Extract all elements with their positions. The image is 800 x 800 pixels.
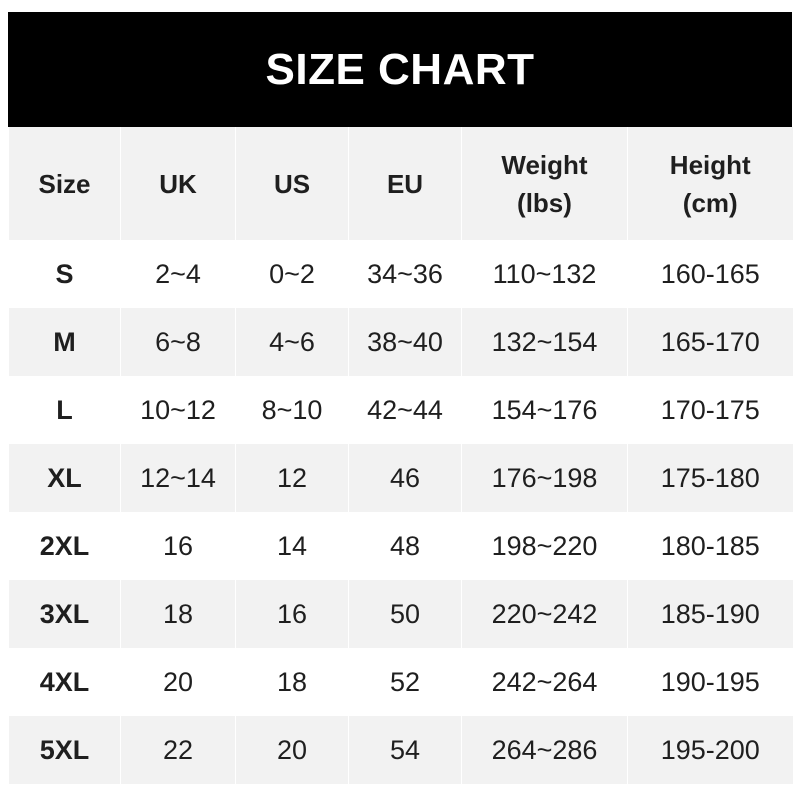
table-cell: 18 [235, 648, 349, 716]
column-header: Weight (lbs) [461, 127, 628, 240]
table-cell: 48 [348, 512, 462, 580]
column-header: Size [8, 127, 121, 240]
table-cell: 16 [235, 580, 349, 648]
table-cell: 46 [348, 444, 462, 512]
size-cell: 2XL [8, 512, 121, 580]
table-cell: 4~6 [235, 308, 349, 376]
size-chart-title: SIZE CHART [8, 12, 792, 127]
table-cell: 20 [120, 648, 236, 716]
table-row: 4XL 20 18 52 242~264 190-195 [8, 648, 793, 716]
column-header: Height (cm) [627, 127, 793, 240]
table-cell: 6~8 [120, 308, 236, 376]
table-cell: 12 [235, 444, 349, 512]
table-cell: 42~44 [348, 376, 462, 444]
table-cell: 0~2 [235, 240, 349, 308]
table-cell: 170-175 [627, 376, 793, 444]
table-header-row: Size UK US EU Weight (lbs) Height (cm) [8, 127, 793, 240]
column-header: EU [348, 127, 462, 240]
table-cell: 180-185 [627, 512, 793, 580]
table-cell: 132~154 [461, 308, 628, 376]
table-cell: 165-170 [627, 308, 793, 376]
table-cell: 190-195 [627, 648, 793, 716]
table-row: S 2~4 0~2 34~36 110~132 160-165 [8, 240, 793, 308]
size-chart-table: Size UK US EU Weight (lbs) Height (cm) S 2~4 0~… [8, 127, 793, 784]
size-cell: 5XL [8, 716, 121, 784]
size-cell: 3XL [8, 580, 121, 648]
table-cell: 10~12 [120, 376, 236, 444]
table-cell: 12~14 [120, 444, 236, 512]
table-cell: 50 [348, 580, 462, 648]
table-cell: 16 [120, 512, 236, 580]
table-cell: 264~286 [461, 716, 628, 784]
table-row: 5XL 22 20 54 264~286 195-200 [8, 716, 793, 784]
table-row: 3XL 18 16 50 220~242 185-190 [8, 580, 793, 648]
column-header: UK [120, 127, 236, 240]
table-cell: 220~242 [461, 580, 628, 648]
table-cell: 2~4 [120, 240, 236, 308]
table-cell: 160-165 [627, 240, 793, 308]
table-cell: 18 [120, 580, 236, 648]
table-cell: 195-200 [627, 716, 793, 784]
size-cell: L [8, 376, 121, 444]
table-row: 2XL 16 14 48 198~220 180-185 [8, 512, 793, 580]
table-row: M 6~8 4~6 38~40 132~154 165-170 [8, 308, 793, 376]
table-cell: 185-190 [627, 580, 793, 648]
table-cell: 52 [348, 648, 462, 716]
size-cell: XL [8, 444, 121, 512]
table-cell: 34~36 [348, 240, 462, 308]
size-cell: S [8, 240, 121, 308]
table-cell: 54 [348, 716, 462, 784]
table-cell: 242~264 [461, 648, 628, 716]
column-header: US [235, 127, 349, 240]
table-cell: 8~10 [235, 376, 349, 444]
table-cell: 20 [235, 716, 349, 784]
table-cell: 175-180 [627, 444, 793, 512]
table-cell: 38~40 [348, 308, 462, 376]
size-cell: 4XL [8, 648, 121, 716]
table-cell: 198~220 [461, 512, 628, 580]
table-cell: 110~132 [461, 240, 628, 308]
table-cell: 22 [120, 716, 236, 784]
size-cell: M [8, 308, 121, 376]
table-row: L 10~12 8~10 42~44 154~176 170-175 [8, 376, 793, 444]
table-cell: 154~176 [461, 376, 628, 444]
table-cell: 176~198 [461, 444, 628, 512]
table-cell: 14 [235, 512, 349, 580]
table-row: XL 12~14 12 46 176~198 175-180 [8, 444, 793, 512]
